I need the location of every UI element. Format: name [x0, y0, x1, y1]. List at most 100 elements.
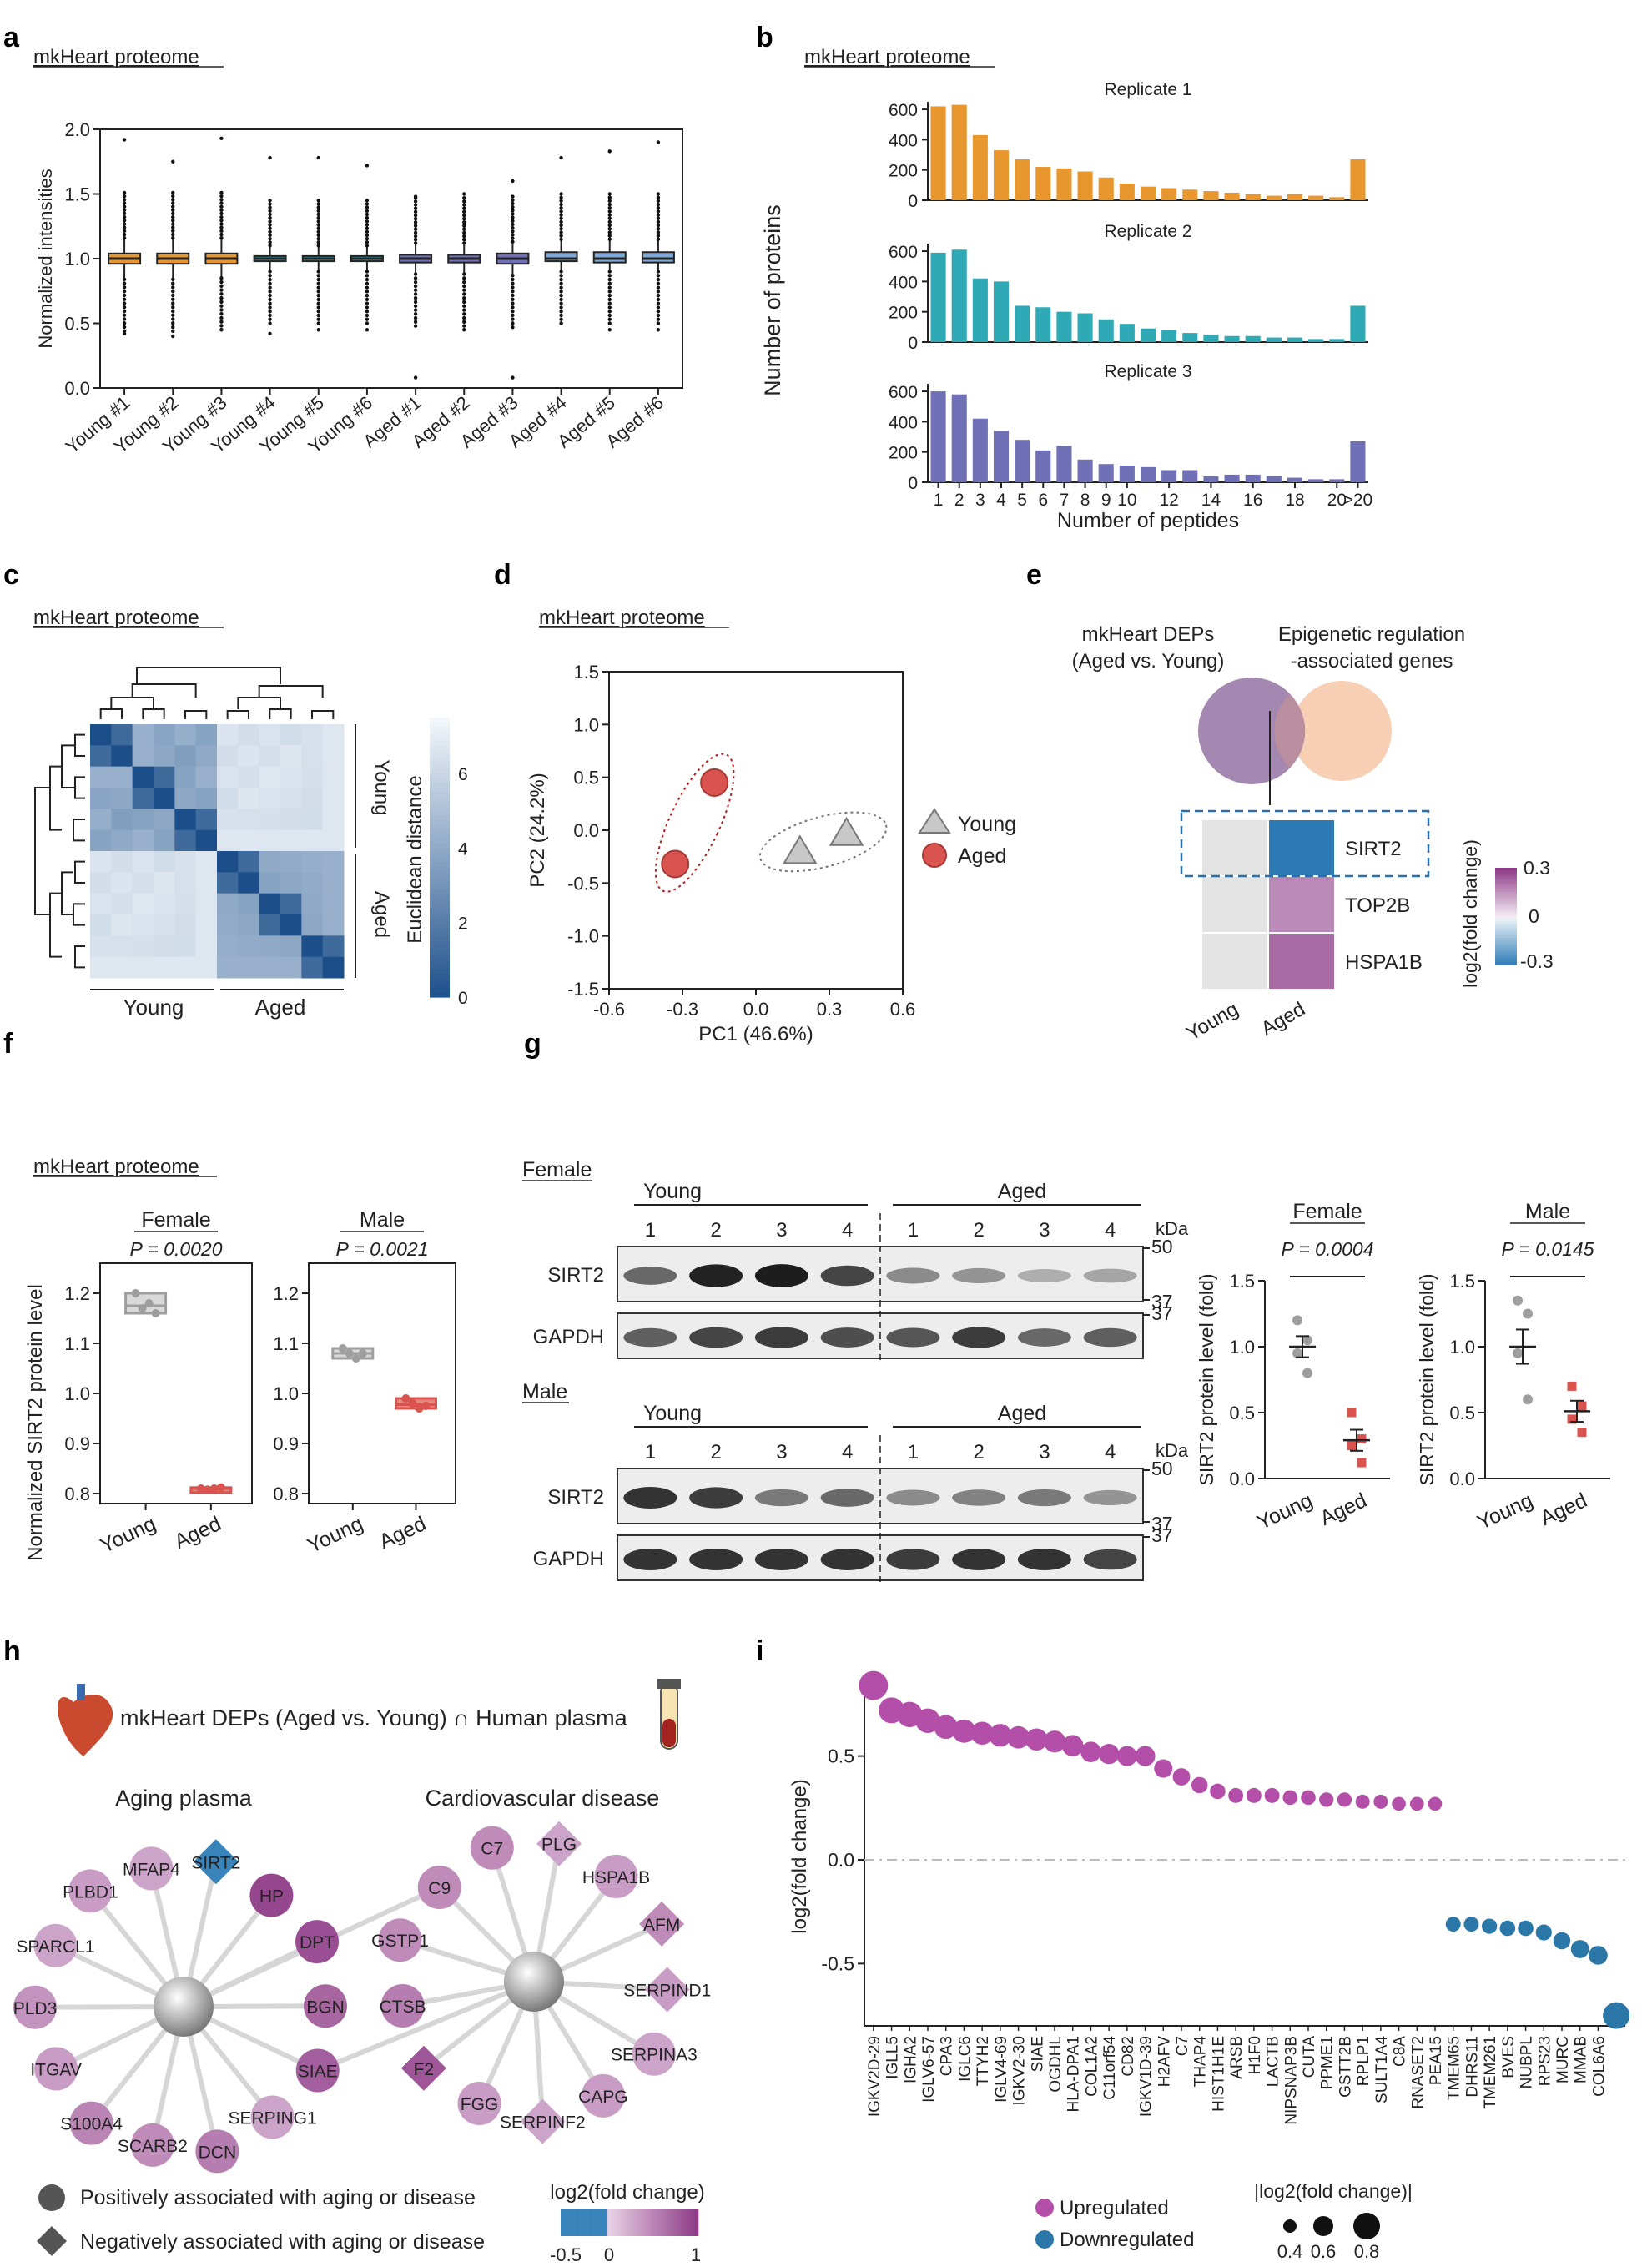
- group-label: Young: [643, 1180, 702, 1203]
- fold-change-dot: [989, 1724, 1012, 1747]
- outlier-point: [268, 305, 272, 310]
- colorbar-step: [1495, 923, 1517, 927]
- g1-node-label: SIRT2: [191, 1853, 240, 1872]
- outlier-point: [656, 209, 661, 214]
- y-tick-label: 600: [889, 101, 918, 120]
- outlier-point: [268, 301, 272, 305]
- outlier-point: [607, 237, 612, 241]
- heatmap-cell: [195, 914, 218, 936]
- x-tick-label: IGLV4-69: [993, 2036, 1010, 2103]
- colorbar-step: [430, 834, 450, 839]
- outlier-point: [268, 229, 272, 234]
- heatmap-cell: [301, 893, 324, 915]
- g1-node: [303, 1984, 347, 2028]
- bar: [1245, 335, 1261, 342]
- outlier-point: [511, 222, 515, 227]
- outlier-point: [462, 315, 466, 320]
- heatmap-cell: [132, 935, 154, 958]
- bar: [1224, 474, 1240, 482]
- heatmap-cell: [238, 766, 260, 788]
- scale-step: [657, 2209, 661, 2236]
- outlier-point: [559, 195, 563, 199]
- y-tick-label: 0.0: [828, 1849, 854, 1871]
- colorbar-step: [430, 875, 450, 882]
- legend-size-marker: [1353, 2213, 1380, 2239]
- bar: [1015, 305, 1030, 342]
- colorbar-step: [1495, 909, 1517, 912]
- outlier-point: [559, 290, 563, 294]
- outlier-point: [656, 213, 661, 217]
- dendrogram-branch: [49, 892, 62, 958]
- bar: [1350, 159, 1366, 200]
- g2-node-label: CTSB: [380, 1997, 426, 2017]
- outlier-point: [656, 313, 661, 318]
- outlier-point: [316, 297, 320, 302]
- protein-band: [754, 1327, 808, 1348]
- outlier-point: [462, 292, 466, 296]
- bar: [1035, 450, 1051, 482]
- outlier-point: [219, 320, 224, 324]
- heatmap-cell: [259, 788, 281, 809]
- heatmap-cell: [238, 809, 260, 831]
- scale-step: [662, 2209, 666, 2236]
- marker-label: 37: [1151, 1513, 1173, 1534]
- outlier-point: [268, 317, 272, 321]
- heatmap-cell: [195, 872, 218, 894]
- x-tick-label: >20: [1343, 491, 1373, 510]
- panel-letter-g: g: [524, 1028, 541, 1060]
- cross-edge: [316, 1979, 536, 2073]
- colorbar-step: [1495, 906, 1517, 909]
- outlier-point: [268, 219, 272, 224]
- scale-step: [577, 2209, 581, 2236]
- outlier-point: [219, 219, 224, 223]
- outlier-point: [462, 241, 466, 245]
- colorbar-step: [1495, 957, 1517, 960]
- x-tick-label: CD82: [1120, 2036, 1137, 2077]
- colorbar-step: [1495, 882, 1517, 885]
- legend-size-marker: [1313, 2216, 1333, 2236]
- bar: [1329, 479, 1345, 482]
- scale-step: [684, 2209, 688, 2236]
- outlier-point: [462, 272, 466, 276]
- protein-band: [886, 1327, 940, 1348]
- outlier-point: [268, 205, 272, 209]
- heatmap-cell: [174, 893, 197, 915]
- x-tick-label: -0.6: [593, 999, 625, 1020]
- outlier-point: [316, 270, 320, 274]
- heatmap-cell: [174, 935, 197, 958]
- subtitle-c: mkHeart proteome: [33, 607, 199, 629]
- outlier-point: [656, 277, 661, 282]
- female-box-pvalue: P = 0.0020: [129, 1238, 222, 1260]
- y-tick-label: 1.0: [573, 714, 599, 735]
- x-tick-label: CPA3: [939, 2036, 956, 2076]
- g2-node: [536, 1821, 582, 1866]
- panel-letter-c: c: [3, 559, 19, 591]
- scale-step: [588, 2209, 592, 2236]
- outlier-point: [607, 309, 612, 314]
- dendrogram-branch: [269, 708, 292, 719]
- plot-frame: [608, 671, 904, 990]
- scale-step: [585, 2209, 589, 2236]
- outlier-point: [268, 209, 272, 213]
- outlier-point: [171, 159, 175, 164]
- scale-step: [572, 2209, 575, 2236]
- outlier-point: [462, 195, 466, 200]
- outlier-point: [122, 317, 127, 321]
- outlier-point: [219, 328, 224, 332]
- x-tick-label: Aged: [171, 1512, 225, 1554]
- heatmap-cell: [301, 766, 324, 788]
- outlier-point: [219, 201, 224, 205]
- fold-change-dot: [1228, 1787, 1244, 1803]
- outlier-point: [171, 277, 175, 281]
- protein-band: [623, 1487, 677, 1509]
- heatmap-cell: [132, 745, 154, 768]
- heatmap-cell: [154, 956, 175, 979]
- outlier-point: [171, 198, 175, 202]
- protein-band: [952, 1549, 1006, 1570]
- outlier-point: [219, 222, 224, 226]
- outlier-point: [316, 209, 320, 213]
- young-point: [783, 834, 818, 864]
- outlier-point: [316, 226, 320, 230]
- outlier-point: [607, 209, 612, 214]
